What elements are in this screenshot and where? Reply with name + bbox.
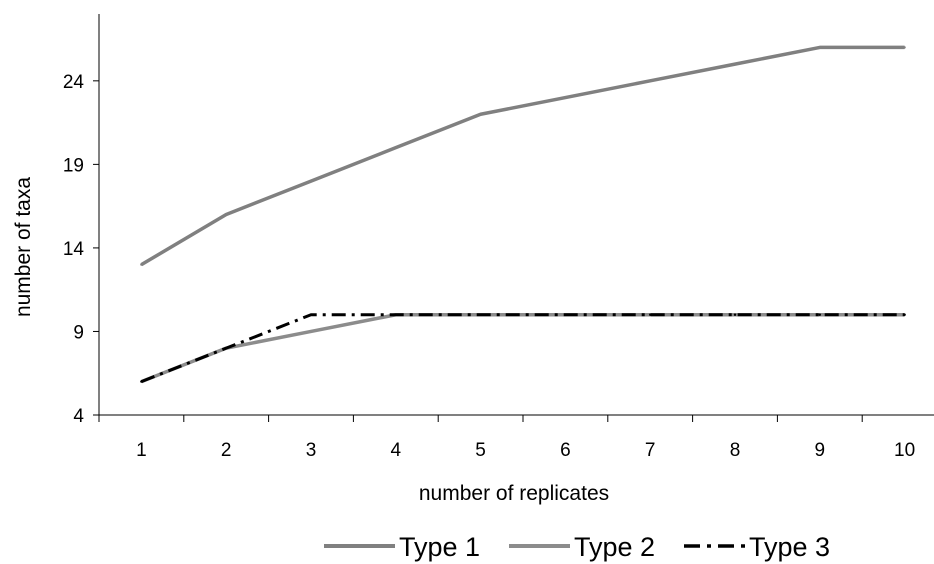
- data-point: [564, 96, 567, 99]
- y-axis: 4 9 14 19 24: [63, 14, 100, 427]
- data-point: [733, 62, 737, 66]
- x-tick-label: 3: [306, 440, 317, 461]
- legend-label: Type 2: [574, 532, 655, 562]
- legend-label: Type 1: [399, 532, 480, 562]
- data-point: [733, 313, 737, 316]
- legend-item-2: Type 2: [509, 532, 655, 562]
- legend-label: Type 3: [749, 532, 830, 562]
- y-tick-label: 9: [73, 322, 84, 343]
- data-point: [225, 213, 228, 216]
- x-tick-label: 2: [221, 440, 232, 461]
- data-point: [394, 313, 397, 316]
- data-point: [479, 113, 482, 116]
- data-point: [649, 313, 652, 316]
- legend-item-1: Type 1: [324, 532, 480, 562]
- data-point: [225, 346, 228, 350]
- x-tick-label: 5: [475, 440, 486, 461]
- y-axis-title: number of taxa: [12, 177, 35, 317]
- series-layer: [140, 45, 906, 384]
- series-2: [140, 313, 906, 384]
- x-tick-label: 6: [560, 440, 571, 461]
- x-tick-label: 10: [894, 440, 915, 461]
- data-point: [479, 313, 482, 316]
- x-tick-label: 9: [815, 440, 826, 461]
- data-point: [309, 179, 313, 183]
- y-tick-label: 24: [63, 72, 85, 93]
- data-point: [140, 263, 143, 266]
- series-line-1: [140, 45, 905, 267]
- data-point: [309, 313, 313, 316]
- y-tick-label: 14: [63, 239, 85, 260]
- x-axis-title: number of replicates: [419, 482, 609, 505]
- y-tick-label: 4: [73, 406, 84, 427]
- data-point: [903, 313, 906, 316]
- data-point: [394, 146, 397, 149]
- data-point: [140, 380, 143, 383]
- series-line-3: [140, 313, 905, 383]
- series-3: [140, 313, 906, 383]
- data-point: [564, 313, 567, 316]
- x-tick-label: 8: [730, 440, 741, 461]
- data-point: [818, 313, 821, 316]
- x-tick-label: 1: [136, 440, 147, 461]
- data-point: [649, 79, 652, 83]
- legend-item-3: Type 3: [684, 532, 830, 562]
- series-1: [140, 45, 906, 267]
- y-tick-label: 19: [63, 155, 84, 176]
- legend: Type 1 Type 2 Type 3: [324, 532, 830, 562]
- data-point: [309, 330, 313, 333]
- data-point: [818, 46, 821, 49]
- x-tick-label: 7: [645, 440, 656, 461]
- series-line-2: [140, 313, 905, 384]
- x-tick-label: 4: [391, 440, 402, 461]
- data-point: [903, 46, 906, 49]
- x-axis: 1 2 3 4 5 6 7 8 9 10: [98, 414, 934, 461]
